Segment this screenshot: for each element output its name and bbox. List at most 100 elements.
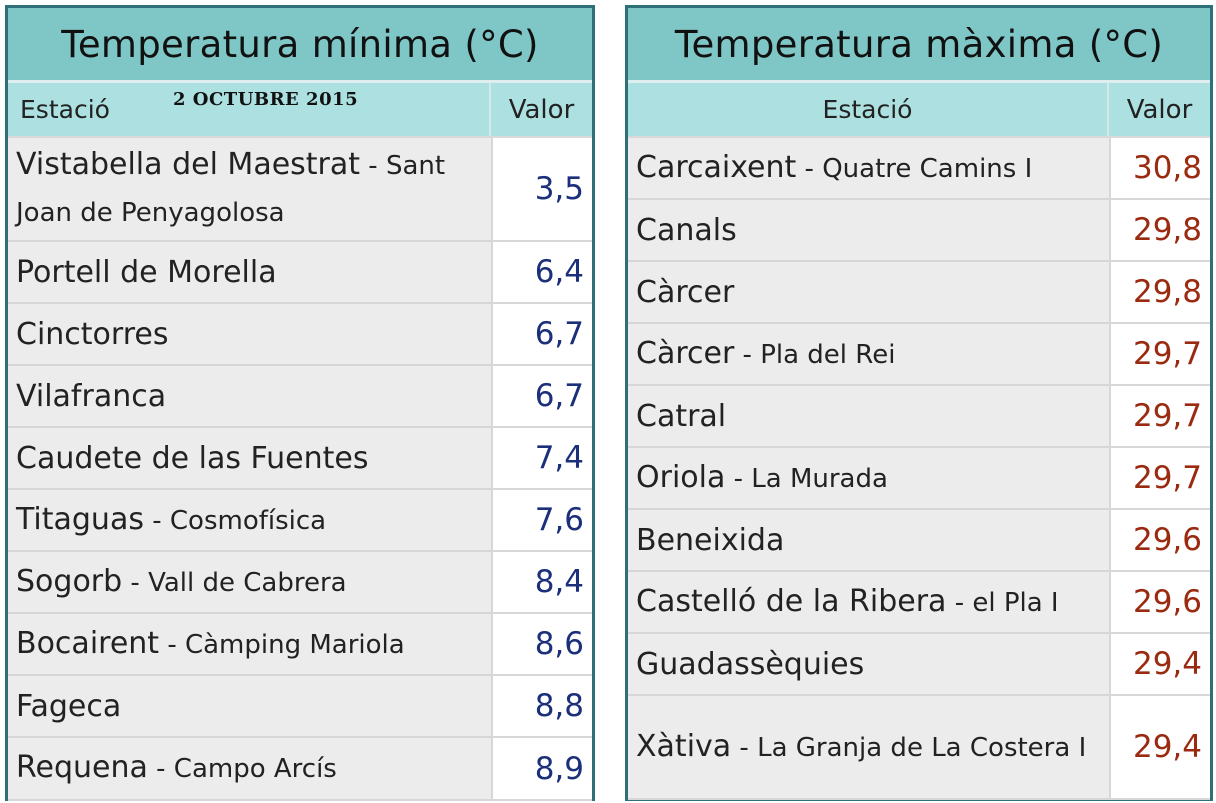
station-main-name: Càrcer xyxy=(636,274,735,310)
station-name: Canals xyxy=(628,200,1111,260)
table-row: Vistabella del Maestrat - Sant Joan de P… xyxy=(8,138,592,242)
max-table-header: Estació Valor xyxy=(628,83,1210,138)
max-col-station: Estació xyxy=(822,95,913,124)
temperature-value: 6,7 xyxy=(493,366,592,426)
table-row: Portell de Morella 6,4 xyxy=(8,242,592,304)
table-row: Caudete de las Fuentes 7,4 xyxy=(8,428,592,490)
station-main-name: Canals xyxy=(636,212,737,248)
temperature-value: 8,9 xyxy=(493,738,592,799)
temperature-value: 29,4 xyxy=(1111,696,1210,798)
station-main-name: Titaguas xyxy=(16,501,144,537)
temperature-value: 8,6 xyxy=(493,614,592,674)
temperature-value: 29,8 xyxy=(1111,200,1210,260)
station-main-name: Catral xyxy=(636,398,727,434)
station-sub-name: - Pla del Rei xyxy=(734,339,896,370)
temperature-value: 29,7 xyxy=(1111,324,1210,384)
station-sub-name: - Càmping Mariola xyxy=(159,629,405,660)
temperature-value: 29,7 xyxy=(1111,448,1210,508)
table-row: Vilafranca 6,7 xyxy=(8,366,592,428)
min-table-header: Estació Valor 2 OCTUBRE 2015 xyxy=(8,83,592,138)
station-name: Càrcer xyxy=(628,262,1111,322)
min-col-value: Valor xyxy=(489,83,592,136)
table-row: Sogorb - Vall de Cabrera 8,4 xyxy=(8,552,592,614)
station-name: Titaguas - Cosmofísica xyxy=(8,490,493,550)
table-row: Guadassèquies 29,4 xyxy=(628,634,1210,696)
station-sub-name: - Cosmofísica xyxy=(143,505,327,536)
station-main-name: Oriola xyxy=(636,459,726,495)
station-name: Càrcer - Pla del Rei xyxy=(628,324,1111,384)
station-main-name: Sogorb xyxy=(16,563,123,599)
max-col-value: Valor xyxy=(1107,83,1210,136)
temperature-value: 3,5 xyxy=(493,138,592,240)
station-main-name: Cinctorres xyxy=(16,316,169,352)
station-main-name: Castelló de la Ribera xyxy=(636,583,947,619)
station-name: Bocairent - Càmping Mariola xyxy=(8,614,493,674)
station-name: Portell de Morella xyxy=(8,242,493,302)
station-main-name: Xàtiva xyxy=(636,728,732,764)
station-sub-name: - Sant Joan de Penyagolosa xyxy=(16,151,446,228)
min-table-title: Temperatura mínima (°C) xyxy=(8,8,592,83)
station-name: Sogorb - Vall de Cabrera xyxy=(8,552,493,612)
temperature-value: 29,7 xyxy=(1111,386,1210,446)
table-row: Càrcer - Pla del Rei 29,7 xyxy=(628,324,1210,386)
table-row: Fageca 8,8 xyxy=(8,676,592,738)
temperature-value: 6,4 xyxy=(493,242,592,302)
table-row: Catral 29,7 xyxy=(628,386,1210,448)
table-row: Beneixida 29,6 xyxy=(628,510,1210,572)
temperature-value: 8,4 xyxy=(493,552,592,612)
table-row: Carcaixent - Quatre Camins I 30,8 xyxy=(628,138,1210,200)
temperature-value: 8,8 xyxy=(493,676,592,736)
station-sub-name: - Campo Arcís xyxy=(147,754,337,784)
station-main-name: Vistabella del Maestrat xyxy=(16,147,361,182)
station-sub-name: - el Pla I xyxy=(946,587,1059,618)
station-main-name: Vilafranca xyxy=(16,378,167,414)
temperature-value: 29,6 xyxy=(1111,572,1210,632)
station-name: Xàtiva - La Granja de La Costera I xyxy=(628,696,1111,798)
table-row: Xàtiva - La Granja de La Costera I 29,4 xyxy=(628,696,1210,800)
station-name: Oriola - La Murada xyxy=(628,448,1111,508)
temperature-value: 29,6 xyxy=(1111,510,1210,570)
station-name: Vistabella del Maestrat - Sant Joan de P… xyxy=(8,138,493,240)
station-main-name: Requena xyxy=(16,750,148,785)
station-name: Beneixida xyxy=(628,510,1111,570)
station-name: Guadassèquies xyxy=(628,634,1111,694)
table-row: Canals 29,8 xyxy=(628,200,1210,262)
temperature-value: 7,6 xyxy=(493,490,592,550)
station-main-name: Bocairent xyxy=(16,625,160,661)
station-sub-name: - Quatre Camins I xyxy=(796,153,1033,184)
temperature-value: 29,8 xyxy=(1111,262,1210,322)
min-table-body: Vistabella del Maestrat - Sant Joan de P… xyxy=(8,138,592,801)
station-main-name: Caudete de las Fuentes xyxy=(16,440,369,476)
max-temp-table: Temperatura màxima (°C) Estació Valor Ca… xyxy=(625,5,1213,801)
station-name: Catral xyxy=(628,386,1111,446)
max-table-title: Temperatura màxima (°C) xyxy=(628,8,1210,83)
station-main-name: Fageca xyxy=(16,688,122,724)
station-sub-name: - La Granja de La Costera I xyxy=(731,732,1087,763)
min-temp-table: Temperatura mínima (°C) Estació Valor 2 … xyxy=(5,5,595,801)
temperature-value: 7,4 xyxy=(493,428,592,488)
station-name: Fageca xyxy=(8,676,493,736)
station-name: Caudete de las Fuentes xyxy=(8,428,493,488)
table-row: Bocairent - Càmping Mariola 8,6 xyxy=(8,614,592,676)
date-label: 2 OCTUBRE 2015 xyxy=(173,89,359,110)
station-name: Requena - Campo Arcís xyxy=(8,738,493,799)
table-row: Castelló de la Ribera - el Pla I 29,6 xyxy=(628,572,1210,634)
station-name: Vilafranca xyxy=(8,366,493,426)
table-row: Càrcer 29,8 xyxy=(628,262,1210,324)
min-col-station: Estació xyxy=(20,95,110,124)
station-sub-name: - Vall de Cabrera xyxy=(122,567,347,598)
station-sub-name: - La Murada xyxy=(725,463,888,494)
table-row: Titaguas - Cosmofísica 7,6 xyxy=(8,490,592,552)
table-row: Cinctorres 6,7 xyxy=(8,304,592,366)
table-row: Requena - Campo Arcís 8,9 xyxy=(8,738,592,801)
station-name: Castelló de la Ribera - el Pla I xyxy=(628,572,1111,632)
station-main-name: Beneixida xyxy=(636,522,785,558)
station-main-name: Càrcer xyxy=(636,335,735,371)
station-name: Cinctorres xyxy=(8,304,493,364)
max-table-body: Carcaixent - Quatre Camins I 30,8 Canals 29… xyxy=(628,138,1210,800)
temperature-value: 29,4 xyxy=(1111,634,1210,694)
station-main-name: Portell de Morella xyxy=(16,254,277,290)
temperature-value: 6,7 xyxy=(493,304,592,364)
table-row: Oriola - La Murada 29,7 xyxy=(628,448,1210,510)
station-main-name: Carcaixent xyxy=(636,149,797,185)
